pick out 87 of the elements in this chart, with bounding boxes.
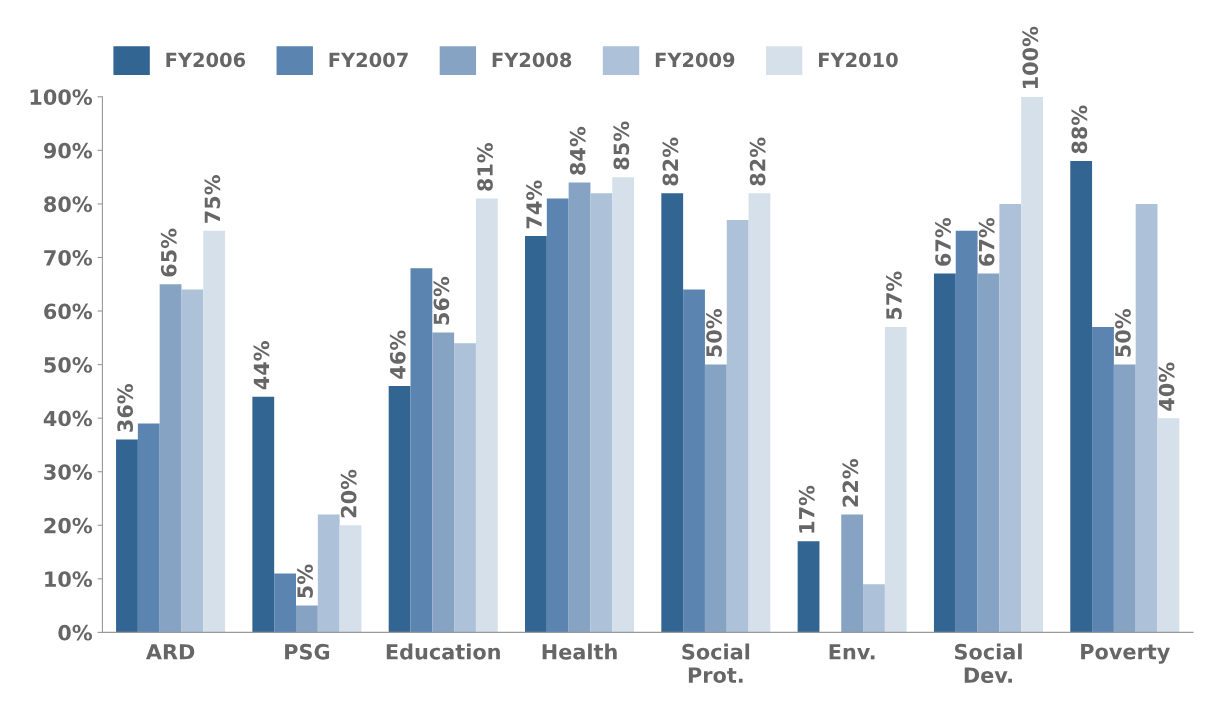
bar <box>748 193 771 633</box>
bar <box>181 289 204 633</box>
bar <box>203 230 226 633</box>
bar <box>841 514 864 633</box>
bar <box>661 193 684 633</box>
data-label: 74% <box>526 180 542 229</box>
bar <box>977 273 1000 633</box>
bar <box>884 327 907 633</box>
y-tick-label: 60% <box>44 303 93 320</box>
y-tick-label: 100% <box>30 89 93 106</box>
x-tick-label: ARD <box>145 644 195 660</box>
bar <box>797 541 820 633</box>
bar <box>116 439 138 633</box>
y-tick-label: 20% <box>44 517 93 534</box>
bar <box>863 584 885 633</box>
data-label: 65% <box>160 228 177 277</box>
y-tick-label: 0% <box>58 624 93 641</box>
data-label: 56% <box>433 276 450 325</box>
data-label: 50% <box>706 308 722 357</box>
legend-label: FY2009 <box>655 52 735 68</box>
data-label: 81% <box>477 142 493 191</box>
data-label: 82% <box>749 137 766 186</box>
bar <box>159 284 182 633</box>
data-label: 67% <box>935 217 951 266</box>
bar <box>410 268 433 633</box>
y-tick-label: 10% <box>45 571 93 588</box>
data-label: 46% <box>389 330 406 379</box>
bar <box>432 332 455 633</box>
data-label: 88% <box>1071 105 1088 154</box>
bar <box>546 198 569 633</box>
legend-label: FY2007 <box>329 52 408 68</box>
bar <box>1157 418 1180 633</box>
data-label: 57% <box>886 271 902 320</box>
bar <box>525 236 547 633</box>
x-tick-label: Health <box>542 643 617 660</box>
data-label: 67% <box>978 217 995 266</box>
bar <box>137 423 160 633</box>
bar <box>339 525 362 633</box>
bar <box>274 573 296 633</box>
bar <box>1021 96 1043 633</box>
bar <box>1092 327 1114 633</box>
x-tick-label: Env. <box>829 644 875 660</box>
bar <box>295 605 318 633</box>
x-tick-label: Social Prot. <box>682 643 750 683</box>
x-tick-label: Social Dev. <box>954 643 1022 683</box>
legend-label: FY2010 <box>819 52 898 68</box>
y-tick-label: 90% <box>43 142 93 159</box>
bar <box>568 182 591 633</box>
y-tick-label: 80% <box>44 196 93 213</box>
data-label: 5% <box>297 564 313 598</box>
data-label: 84% <box>569 126 586 175</box>
data-label: 36% <box>117 383 134 432</box>
bar <box>933 273 956 633</box>
bar <box>726 219 749 633</box>
bar <box>1113 364 1136 633</box>
data-label: 20% <box>340 469 357 518</box>
bar <box>317 514 340 633</box>
bar <box>612 177 635 633</box>
legend-label: FY2006 <box>166 52 246 68</box>
bar <box>704 364 727 633</box>
data-label: 100% <box>1022 26 1039 89</box>
bar <box>252 396 275 633</box>
bar <box>1070 161 1093 633</box>
data-label: 44% <box>253 341 270 390</box>
bar <box>955 230 978 633</box>
x-tick-label: Poverty <box>1081 643 1170 664</box>
legend-label: FY2008 <box>492 52 572 68</box>
bar <box>590 193 613 633</box>
y-tick-label: 40% <box>43 410 93 427</box>
data-label: 50% <box>1115 308 1131 357</box>
data-label: 40% <box>1158 362 1175 411</box>
bar <box>454 343 476 633</box>
y-tick-label: 50% <box>44 357 93 373</box>
bar <box>1135 203 1158 633</box>
data-label: 17% <box>798 485 815 533</box>
y-tick-label: 70% <box>44 249 93 266</box>
y-tick-label: 30% <box>44 464 93 480</box>
x-tick-label: Education <box>386 643 500 660</box>
data-label: 75% <box>204 175 221 223</box>
data-label: 85% <box>613 121 630 170</box>
data-label: 82% <box>662 137 679 186</box>
data-label: 22% <box>842 458 859 507</box>
x-tick-label: PSG <box>285 643 330 660</box>
bar <box>475 198 498 633</box>
bar <box>683 289 705 633</box>
bar <box>388 386 411 633</box>
bar <box>999 203 1022 633</box>
